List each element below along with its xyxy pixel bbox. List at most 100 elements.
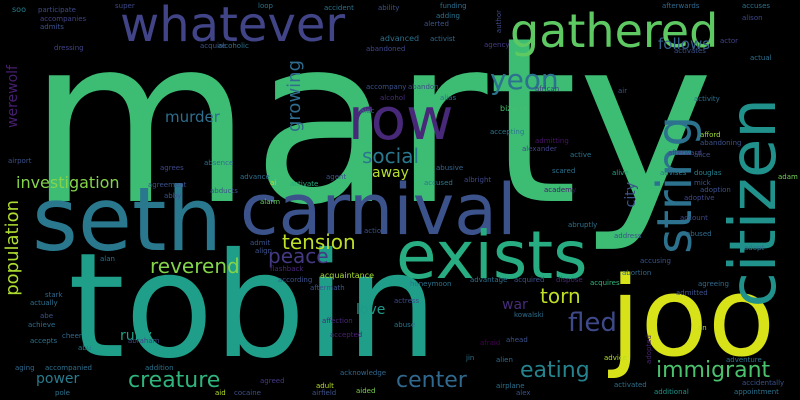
word: alcoholic (218, 42, 249, 50)
word: afterward (668, 149, 702, 157)
word: additional (654, 388, 689, 396)
word: accuses (742, 2, 771, 10)
word: funding (440, 2, 467, 10)
word: acquires (590, 279, 620, 287)
word: bizarre (500, 104, 528, 113)
word: away (372, 165, 409, 181)
word: agency (484, 41, 510, 49)
word: immigrant (656, 358, 771, 383)
word: advance (240, 173, 270, 181)
word: aid (215, 389, 226, 397)
word: abby (164, 192, 182, 200)
word: alan (100, 255, 115, 263)
word: abruptly (568, 221, 598, 229)
word: torn (540, 284, 581, 308)
word: population (2, 200, 23, 296)
word: tobin (68, 222, 438, 391)
word: alison (742, 14, 763, 22)
word: super (115, 2, 135, 10)
word: abu (78, 344, 92, 352)
word: african (535, 85, 560, 93)
word: marty (28, 0, 714, 256)
word: address (614, 232, 642, 240)
word: afraid (480, 339, 501, 347)
word: jin (466, 354, 475, 362)
word: admitted (676, 289, 708, 297)
word: action (364, 227, 386, 235)
word: activated (614, 381, 647, 389)
word: air (618, 87, 628, 95)
word: acquaintance (320, 271, 375, 280)
word: alexander (522, 145, 557, 153)
word: flashback (270, 265, 304, 273)
word: abraham (128, 337, 160, 345)
word: abortion (622, 269, 652, 277)
word: actress (394, 297, 420, 305)
word: admitting (535, 137, 569, 145)
word: ai (270, 179, 277, 187)
word: accidentally (742, 379, 785, 387)
word: afford (700, 131, 721, 139)
word: accident (324, 4, 354, 12)
word: airfield (312, 389, 337, 397)
word: accepting (490, 128, 525, 136)
word: cocaine (234, 389, 261, 397)
word: peace (268, 244, 329, 268)
word: advantage (470, 276, 508, 284)
word: actor (720, 37, 739, 45)
word: activate (290, 180, 319, 188)
word: activates (674, 47, 706, 55)
word: power (36, 371, 80, 387)
word: absence (204, 159, 234, 167)
word: exists (396, 217, 588, 294)
word: participate (38, 6, 76, 14)
word: aftermath (310, 284, 345, 292)
word: adoption (700, 186, 731, 194)
word: an (698, 324, 707, 332)
word: dressing (54, 44, 84, 52)
word: joo (610, 253, 776, 381)
word: acquire (200, 42, 226, 50)
word: acknowledge (340, 369, 387, 377)
word: accepts (30, 337, 58, 345)
word: werewolf (5, 65, 21, 128)
word: adam (778, 173, 798, 181)
word: adventure (726, 356, 762, 364)
word: align (255, 247, 273, 255)
word: alarm (260, 198, 281, 206)
word: airport (8, 157, 32, 165)
word: abducts (210, 187, 238, 195)
word: alien (496, 356, 513, 364)
word: cheer (62, 332, 82, 340)
word: academy (544, 186, 577, 194)
word: fled (568, 308, 617, 338)
word: alias (440, 94, 457, 102)
word: alex (516, 389, 531, 397)
word: admit (250, 239, 271, 247)
word: alive (612, 169, 629, 177)
word: author (495, 10, 503, 34)
word: ability (378, 4, 400, 12)
word: actually (30, 299, 58, 307)
word: agreement (148, 181, 187, 189)
word: activity (694, 95, 720, 103)
word: abandoned (366, 45, 406, 53)
word: abusive (436, 164, 464, 172)
word: center (396, 368, 467, 393)
word: whatever (120, 0, 346, 53)
word: agreeing (698, 280, 729, 288)
word: adopt (744, 244, 765, 252)
word: advice (604, 354, 627, 362)
word: afterwards (662, 2, 700, 10)
word: yeon (490, 63, 559, 96)
word: reverend (150, 254, 240, 278)
word: growing (284, 60, 305, 132)
word: ahead (506, 336, 528, 344)
word: abuse (394, 321, 416, 329)
word: ruby (120, 328, 152, 344)
word: kowalski (514, 311, 544, 319)
word: follows (658, 35, 711, 53)
word: alec (360, 107, 375, 115)
word: pole (55, 389, 70, 397)
word: accepted (330, 331, 363, 339)
